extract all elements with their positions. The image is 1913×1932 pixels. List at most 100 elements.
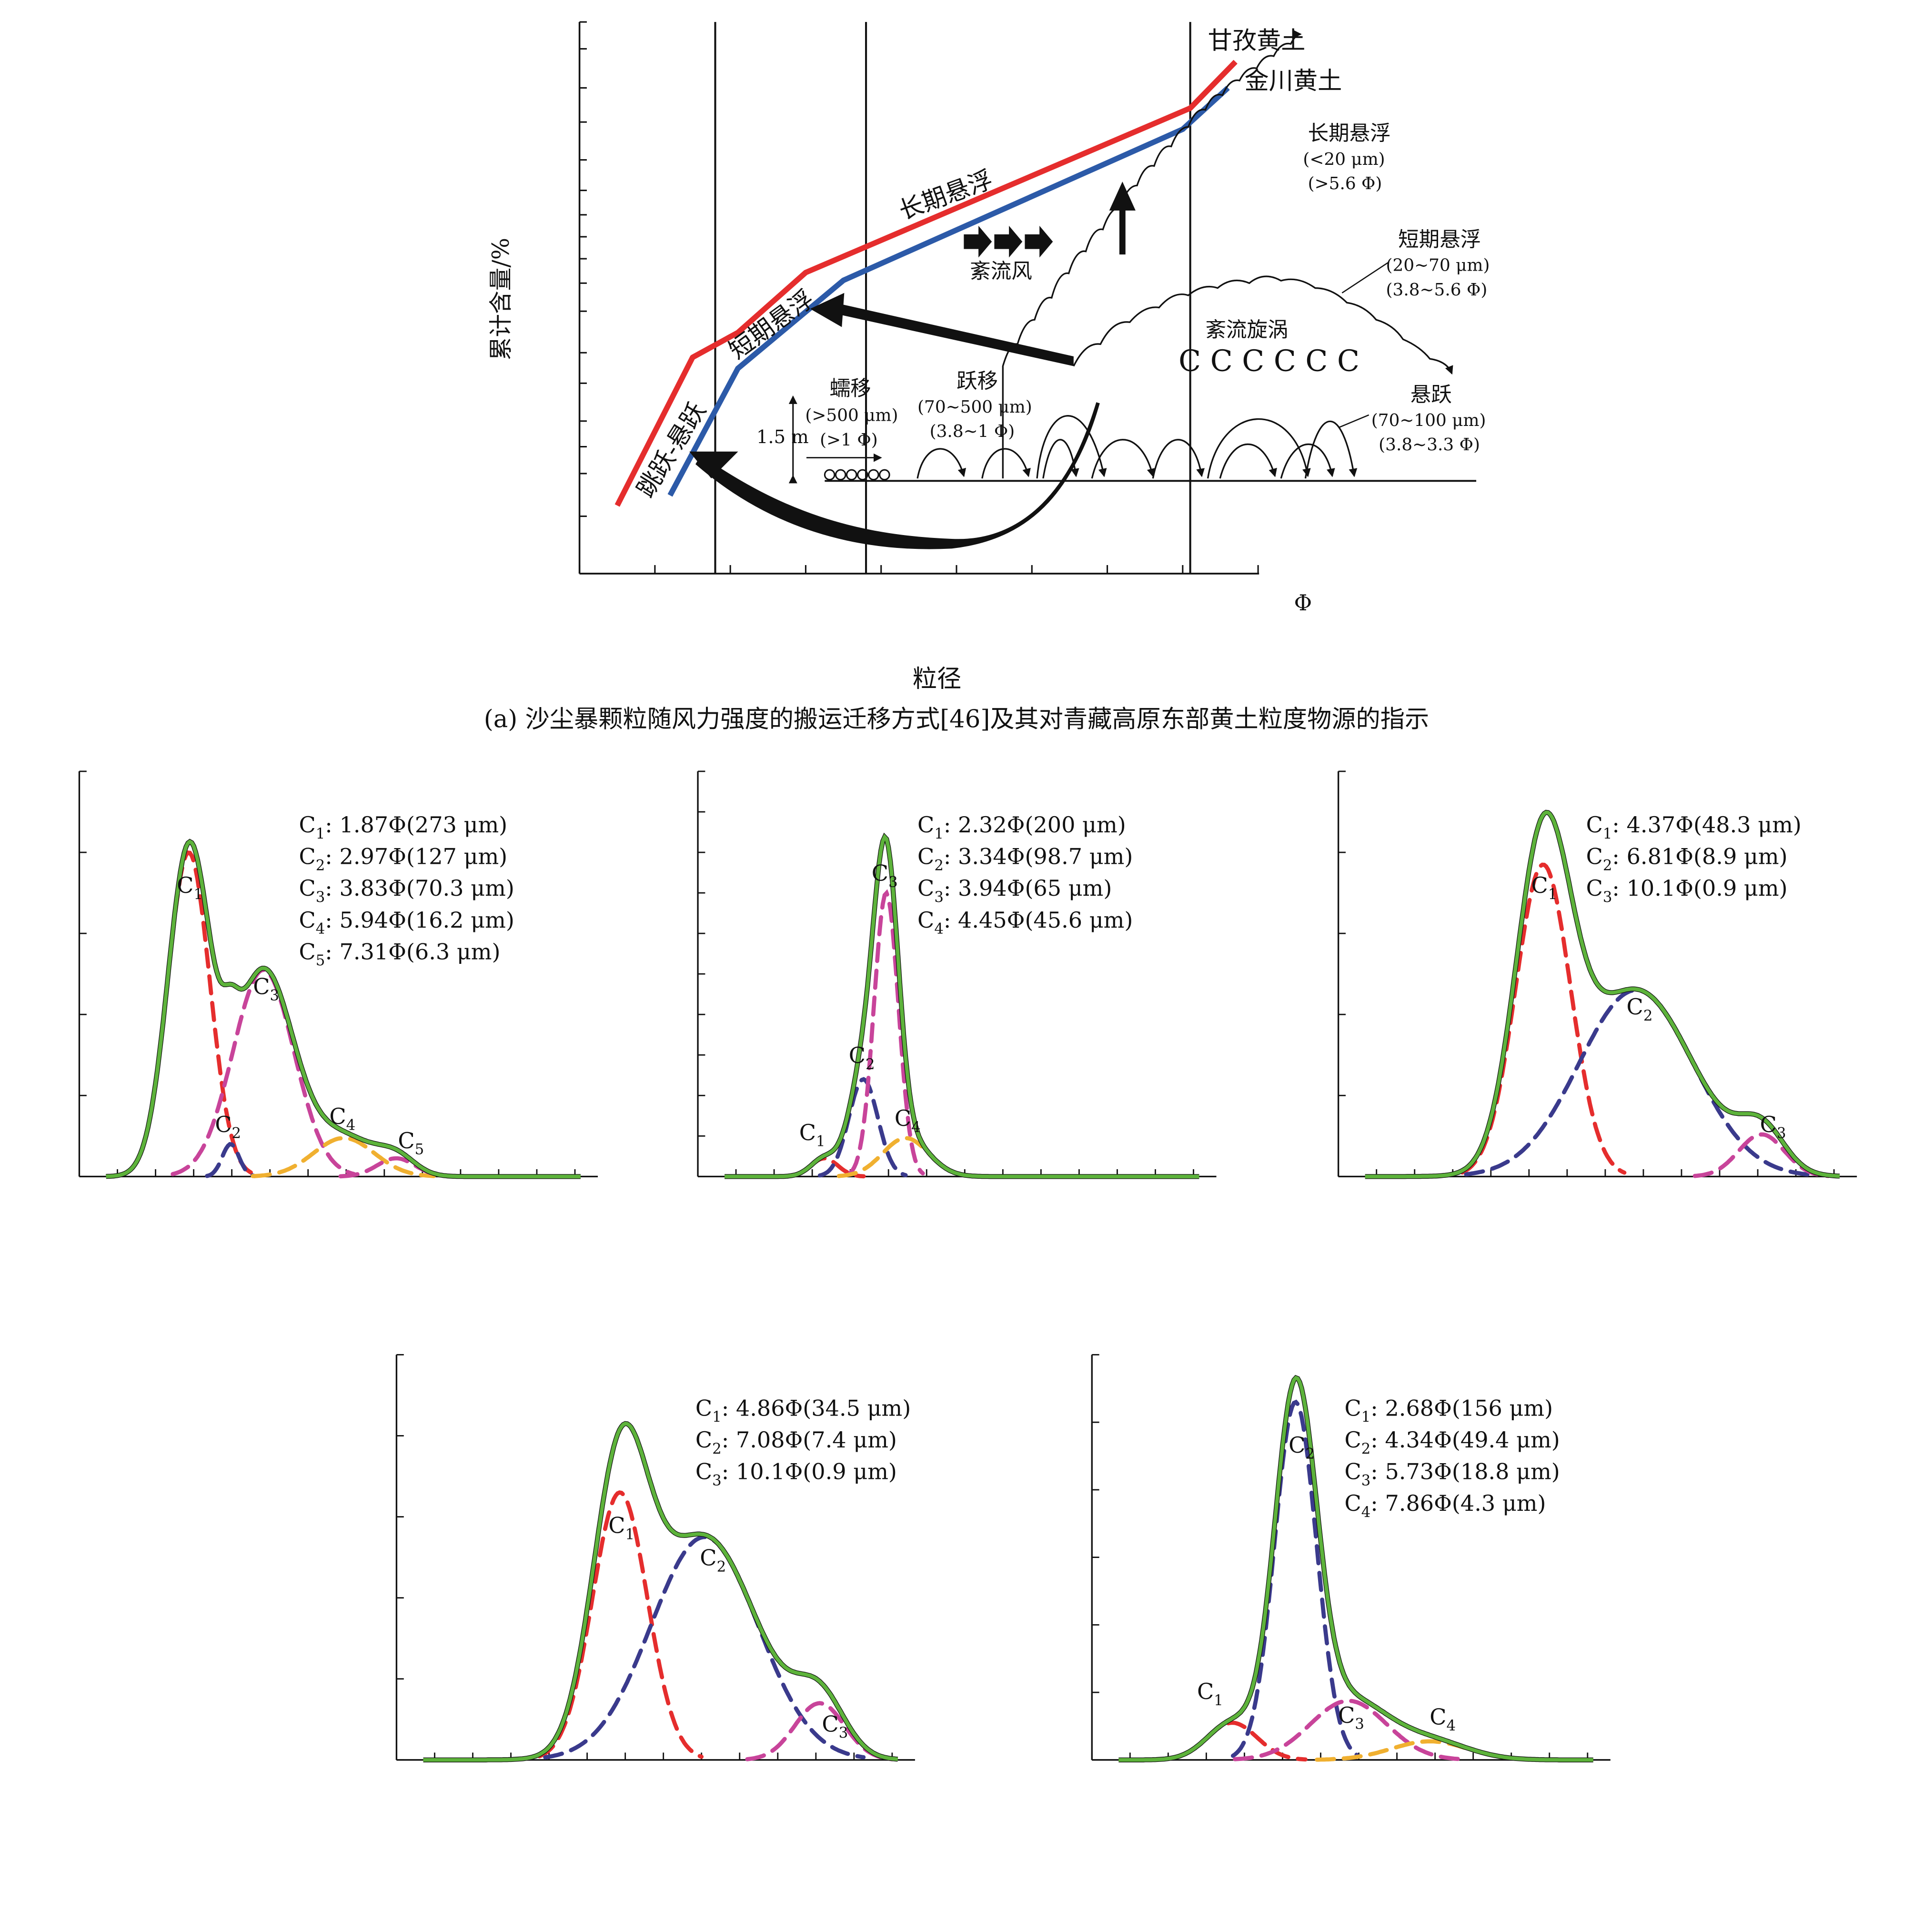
segment-label-short-suspension: 短期悬浮 bbox=[724, 284, 819, 365]
series-line-jinchuan bbox=[667, 86, 1230, 497]
panel-f: C1 C2 C3 C4 C1: 2.68Φ(156 μm)C2: 4.34Φ(49.4 … bbox=[1091, 1354, 1611, 1762]
table-row-size: C2: 2.97Φ(127 μm) bbox=[299, 844, 508, 874]
table-row-size: C4: 4.45Φ(45.6 μm) bbox=[917, 907, 1133, 938]
component-label: C4 bbox=[329, 1103, 355, 1134]
table-row-size: C2: 6.81Φ(8.9 μm) bbox=[1586, 844, 1788, 874]
up-arrow-long-susp bbox=[1109, 182, 1136, 255]
panel-a-axes bbox=[578, 21, 1259, 575]
table-row-size: C1: 2.68Φ(156 μm) bbox=[1344, 1395, 1553, 1426]
component-label: C3 bbox=[822, 1711, 848, 1741]
creep-label: 蠕移 bbox=[830, 377, 871, 401]
component-label: C3 bbox=[253, 974, 279, 1004]
creep-pebbles bbox=[824, 469, 890, 481]
panel-c: C1 C2 C3 C4 C1: 2.32Φ(200 μm)C2: 3.34Φ(98.7 … bbox=[697, 770, 1217, 1179]
table-row-size: C1: 2.32Φ(200 μm) bbox=[917, 812, 1126, 842]
panel-d: C1 C2 C3 C1: 4.37Φ(48.3 μm)C2: 6.81Φ(8.9 μm… bbox=[1337, 770, 1857, 1179]
short-suspension-leader bbox=[1341, 262, 1389, 293]
saltation-range-phi: (3.8~1 Φ) bbox=[930, 422, 1015, 441]
creep-range-phi: (>1 Φ) bbox=[820, 430, 878, 450]
saltation-label: 跃移 bbox=[956, 370, 998, 394]
panel-a-caption: (a) 沙尘暴颗粒随风力强度的搬运迁移方式[46]及其对青藏高原东部黄土粒度物源… bbox=[484, 705, 1429, 734]
sweep-arrow-head-short-susp bbox=[810, 293, 845, 327]
table-row-size: C3: 10.1Φ(0.9 μm) bbox=[695, 1459, 897, 1489]
component-label: C4 bbox=[1430, 1704, 1456, 1734]
turbulent-vortex-label: 紊流旋涡 bbox=[1205, 318, 1288, 342]
component-label: C2 bbox=[849, 1042, 875, 1073]
fitted-curve bbox=[423, 1421, 898, 1762]
component-label: C1 bbox=[1531, 872, 1557, 903]
suspsalt-leader bbox=[1339, 414, 1369, 428]
table-row-size: C3: 3.94Φ(65 μm) bbox=[917, 875, 1112, 906]
component-curve-c2 bbox=[1464, 988, 1810, 1177]
component-curve-c3 bbox=[1233, 1699, 1464, 1761]
component-curve-c1 bbox=[1460, 862, 1627, 1175]
suspsalt-label: 悬跃 bbox=[1410, 383, 1452, 407]
component-label: C1 bbox=[799, 1120, 826, 1150]
suspsalt-range-phi: (3.8~3.3 Φ) bbox=[1379, 435, 1480, 455]
table-row-size: C1: 4.37Φ(48.3 μm) bbox=[1586, 812, 1802, 842]
long-susp-range-um: (<20 μm) bbox=[1303, 150, 1385, 169]
component-label: C1 bbox=[1197, 1679, 1223, 1709]
table-row-size: C1: 1.87Φ(273 μm) bbox=[299, 812, 508, 842]
component-curve-c2 bbox=[817, 1077, 908, 1178]
panel-a: 累计含量/% 粒径 Φ 甘孜黄土 金川黄土 跳跃-悬跃 短期悬浮 长期悬浮 1.… bbox=[484, 21, 1490, 734]
series-label-jinchuan: 金川黄土 bbox=[1244, 67, 1342, 95]
vortex-glyphs: C C C C C C bbox=[1178, 344, 1359, 378]
component-curve-c3 bbox=[848, 889, 925, 1176]
table-row-size: C3: 5.73Φ(18.8 μm) bbox=[1344, 1459, 1560, 1489]
table-row-size: C5: 7.31Φ(6.3 μm) bbox=[299, 939, 501, 969]
sweep-arrow-to-short-susp bbox=[829, 303, 1074, 366]
component-label: C1 bbox=[608, 1513, 634, 1543]
panel-b: C1 C2 C3 C4 C5 C1: 1.87Φ(273 μm)C2: 2.97Φ(127… bbox=[78, 770, 598, 1179]
panel-a-y-label: 累计含量/% bbox=[488, 238, 514, 360]
short-suspension-path bbox=[1073, 275, 1453, 375]
short-susp-range-phi: (3.8~5.6 Φ) bbox=[1386, 280, 1488, 300]
table-row-size: C4: 5.94Φ(16.2 μm) bbox=[299, 907, 514, 938]
saltation-range-um: (70~500 μm) bbox=[917, 397, 1032, 417]
table-row-size: C2: 4.34Φ(49.4 μm) bbox=[1344, 1427, 1560, 1457]
component-label: C3 bbox=[1338, 1702, 1364, 1733]
table-row-size: C1: 4.86Φ(34.5 μm) bbox=[695, 1395, 911, 1426]
turbulent-wind-label: 紊流风 bbox=[970, 260, 1032, 283]
table-row-size: C4: 7.86Φ(4.3 μm) bbox=[1344, 1490, 1546, 1521]
component-curve-c2 bbox=[205, 1142, 257, 1178]
long-susp-range-phi: (>5.6 Φ) bbox=[1308, 174, 1382, 193]
long-susp-label: 长期悬浮 bbox=[1308, 122, 1391, 146]
fitted-curve bbox=[1118, 1376, 1593, 1762]
suspsalt-range-um: (70~100 μm) bbox=[1371, 411, 1486, 430]
sweep-arrow-head-saltation bbox=[689, 451, 738, 479]
component-curve-c1 bbox=[537, 1490, 704, 1759]
component-curve-c1 bbox=[125, 850, 253, 1175]
sweep-arrow-to-saltation bbox=[695, 402, 1100, 549]
table-row-size: C3: 3.83Φ(70.3 μm) bbox=[299, 875, 514, 906]
long-suspension-path bbox=[1002, 30, 1302, 479]
panel-a-x-label: 粒径 bbox=[913, 665, 961, 693]
fitted-curve bbox=[106, 839, 581, 1179]
component-label: C5 bbox=[398, 1128, 424, 1158]
component-label: C2 bbox=[1627, 994, 1653, 1024]
component-label: C3 bbox=[1760, 1112, 1786, 1142]
height-label: 1.5 m bbox=[756, 426, 809, 448]
transport-schematic: 1.5 m 蠕移 (>500 μm) (>1 Φ) 跃移 (70~500 μm)… bbox=[689, 30, 1490, 549]
component-label: C2 bbox=[700, 1545, 726, 1576]
series-line-ganzi bbox=[614, 60, 1238, 507]
component-label: C3 bbox=[872, 860, 898, 891]
short-susp-range-um: (20~70 μm) bbox=[1386, 256, 1490, 275]
component-curve-c4 bbox=[251, 1136, 436, 1178]
panel-a-x-unit: Φ bbox=[1294, 590, 1312, 616]
fitted-curve bbox=[1365, 810, 1840, 1179]
short-susp-label: 短期悬浮 bbox=[1398, 228, 1481, 252]
table-row-size: C3: 10.1Φ(0.9 μm) bbox=[1586, 875, 1788, 906]
component-label: C1 bbox=[177, 872, 203, 903]
saltation-hops bbox=[916, 415, 1358, 479]
wind-arrows bbox=[964, 225, 1053, 258]
series-label-ganzi: 甘孜黄土 bbox=[1208, 26, 1306, 55]
table-row-size: C2: 7.08Φ(7.4 μm) bbox=[695, 1427, 897, 1457]
component-label: C4 bbox=[895, 1105, 921, 1136]
panel-e: C1 C2 C3 C1: 4.86Φ(34.5 μm)C2: 7.08Φ(7.4 μm… bbox=[395, 1354, 915, 1762]
fitted-curve bbox=[725, 833, 1199, 1179]
component-label: C2 bbox=[215, 1112, 241, 1142]
table-row-size: C2: 3.34Φ(98.7 μm) bbox=[917, 844, 1133, 874]
creep-range-um: (>500 μm) bbox=[805, 406, 898, 425]
